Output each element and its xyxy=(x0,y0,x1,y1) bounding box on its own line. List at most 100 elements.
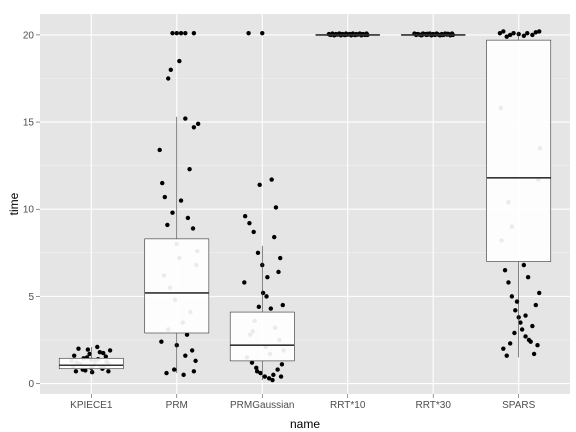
data-point xyxy=(85,347,91,352)
data-point xyxy=(159,339,164,344)
data-point xyxy=(106,369,111,374)
plot-panel xyxy=(40,14,570,394)
data-point xyxy=(178,30,184,36)
data-point xyxy=(525,275,531,280)
data-point xyxy=(164,370,169,376)
data-point xyxy=(531,351,537,357)
data-point xyxy=(183,116,188,121)
data-point xyxy=(507,32,513,38)
y-tick-label: 0 xyxy=(28,379,34,390)
data-point xyxy=(537,290,542,296)
data-point xyxy=(174,30,179,36)
data-point xyxy=(249,360,255,365)
data-point xyxy=(101,350,106,356)
data-point xyxy=(191,30,197,36)
data-point xyxy=(280,302,285,308)
data-point xyxy=(73,369,79,374)
data-point xyxy=(185,215,191,221)
data-point xyxy=(506,280,511,285)
data-point xyxy=(183,353,188,358)
x-tick-label: RRT*30 xyxy=(416,400,452,411)
data-point xyxy=(256,304,262,310)
data-point xyxy=(260,290,266,296)
data-point xyxy=(184,332,190,337)
data-point xyxy=(242,214,248,219)
data-point xyxy=(502,268,508,273)
data-point xyxy=(501,346,506,351)
data-point xyxy=(193,358,198,364)
data-point xyxy=(83,368,88,373)
data-point xyxy=(270,377,275,383)
data-point xyxy=(501,29,506,34)
data-point xyxy=(172,367,177,372)
data-point xyxy=(71,353,77,358)
data-point xyxy=(97,349,103,355)
data-point xyxy=(509,294,515,299)
data-point xyxy=(521,33,527,38)
box-kpiece1 xyxy=(58,346,124,374)
data-point xyxy=(523,334,528,339)
data-point xyxy=(535,342,540,348)
data-point xyxy=(170,30,175,36)
data-point xyxy=(162,194,168,200)
box-body xyxy=(58,357,124,370)
box-body xyxy=(144,238,210,334)
data-point xyxy=(272,234,277,240)
data-point xyxy=(269,177,274,182)
data-point xyxy=(181,372,186,378)
data-point xyxy=(275,367,280,372)
data-point xyxy=(525,30,530,36)
data-point xyxy=(497,30,503,36)
data-point xyxy=(521,262,527,268)
data-point xyxy=(278,255,283,261)
data-point xyxy=(168,67,173,72)
box-prm xyxy=(144,116,210,374)
box-prmgaussian xyxy=(229,245,295,381)
y-tick-label: 5 xyxy=(28,292,34,303)
box-body xyxy=(486,39,552,262)
data-point xyxy=(166,76,171,81)
data-point xyxy=(89,370,95,375)
data-point xyxy=(278,374,284,379)
data-point xyxy=(255,250,261,256)
box-body xyxy=(229,311,295,362)
data-point xyxy=(518,320,523,325)
data-point xyxy=(504,353,509,358)
data-point xyxy=(195,121,201,127)
data-point xyxy=(511,30,516,36)
data-point xyxy=(160,180,165,186)
data-point xyxy=(95,344,100,350)
data-point xyxy=(512,330,517,336)
minor-grid xyxy=(40,78,570,341)
boxes xyxy=(58,31,552,381)
y-axis-title: time xyxy=(7,192,21,215)
data-point xyxy=(523,313,528,318)
data-point xyxy=(157,147,162,153)
data-point xyxy=(533,30,539,35)
data-point xyxy=(530,323,535,329)
data-point xyxy=(246,30,251,36)
data-point xyxy=(530,32,535,38)
x-tick-label: RRT*10 xyxy=(330,400,366,411)
data-point xyxy=(533,302,539,308)
data-point xyxy=(189,348,195,353)
x-tick-label: PRM xyxy=(166,400,188,411)
data-point xyxy=(170,210,175,215)
data-point xyxy=(251,229,256,235)
data-point xyxy=(177,58,182,64)
data-point xyxy=(242,280,247,285)
data-point xyxy=(87,351,92,357)
x-axis-title: name xyxy=(290,417,320,431)
data-point xyxy=(165,222,170,228)
data-point xyxy=(513,308,518,313)
data-point xyxy=(264,294,269,299)
data-point xyxy=(191,369,197,374)
data-point xyxy=(519,327,525,332)
data-point xyxy=(258,370,263,376)
y-axis-ticks: 0 5 10 15 20 xyxy=(23,30,40,390)
data-point xyxy=(190,226,196,231)
data-point xyxy=(276,269,281,275)
data-point xyxy=(260,30,265,36)
data-point xyxy=(537,29,542,34)
